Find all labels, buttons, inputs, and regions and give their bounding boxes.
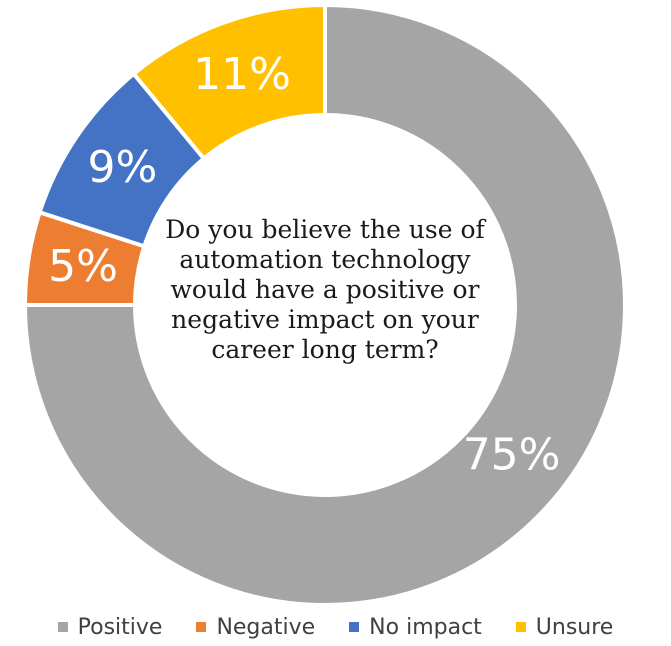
slice-labels: 75% 5% 9% 11%	[48, 49, 560, 480]
legend: Positive Negative No impact Unsure	[0, 612, 671, 642]
slice-label-no-impact: 9%	[87, 142, 157, 193]
slice-unsure	[130, 2, 327, 162]
legend-item-no-impact: No impact	[349, 615, 482, 640]
legend-item-positive: Positive	[57, 614, 163, 640]
slice-label-unsure: 11%	[193, 49, 291, 100]
legend-label-unsure: Unsure	[535, 614, 614, 640]
legend-label-negative: Negative	[216, 614, 316, 640]
legend-item-negative: Negative	[196, 615, 315, 640]
legend-label-positive: Positive	[77, 614, 163, 640]
slice-label-negative: 5%	[48, 241, 118, 292]
donut-slices	[22, 2, 627, 607]
slice-label-positive: 75%	[463, 429, 561, 480]
legend-swatch-unsure	[515, 622, 526, 632]
legend-swatch-negative	[196, 622, 207, 632]
legend-swatch-no-impact	[349, 622, 360, 632]
legend-label-no-impact: No impact	[369, 614, 482, 640]
legend-item-unsure: Unsure	[515, 614, 614, 640]
chart-title: Do you believe the use of automation tec…	[165, 215, 485, 364]
slice-positive	[22, 2, 627, 607]
legend-swatch-positive	[57, 622, 68, 632]
donut-chart: 75% 5% 9% 11%	[22, 2, 627, 607]
